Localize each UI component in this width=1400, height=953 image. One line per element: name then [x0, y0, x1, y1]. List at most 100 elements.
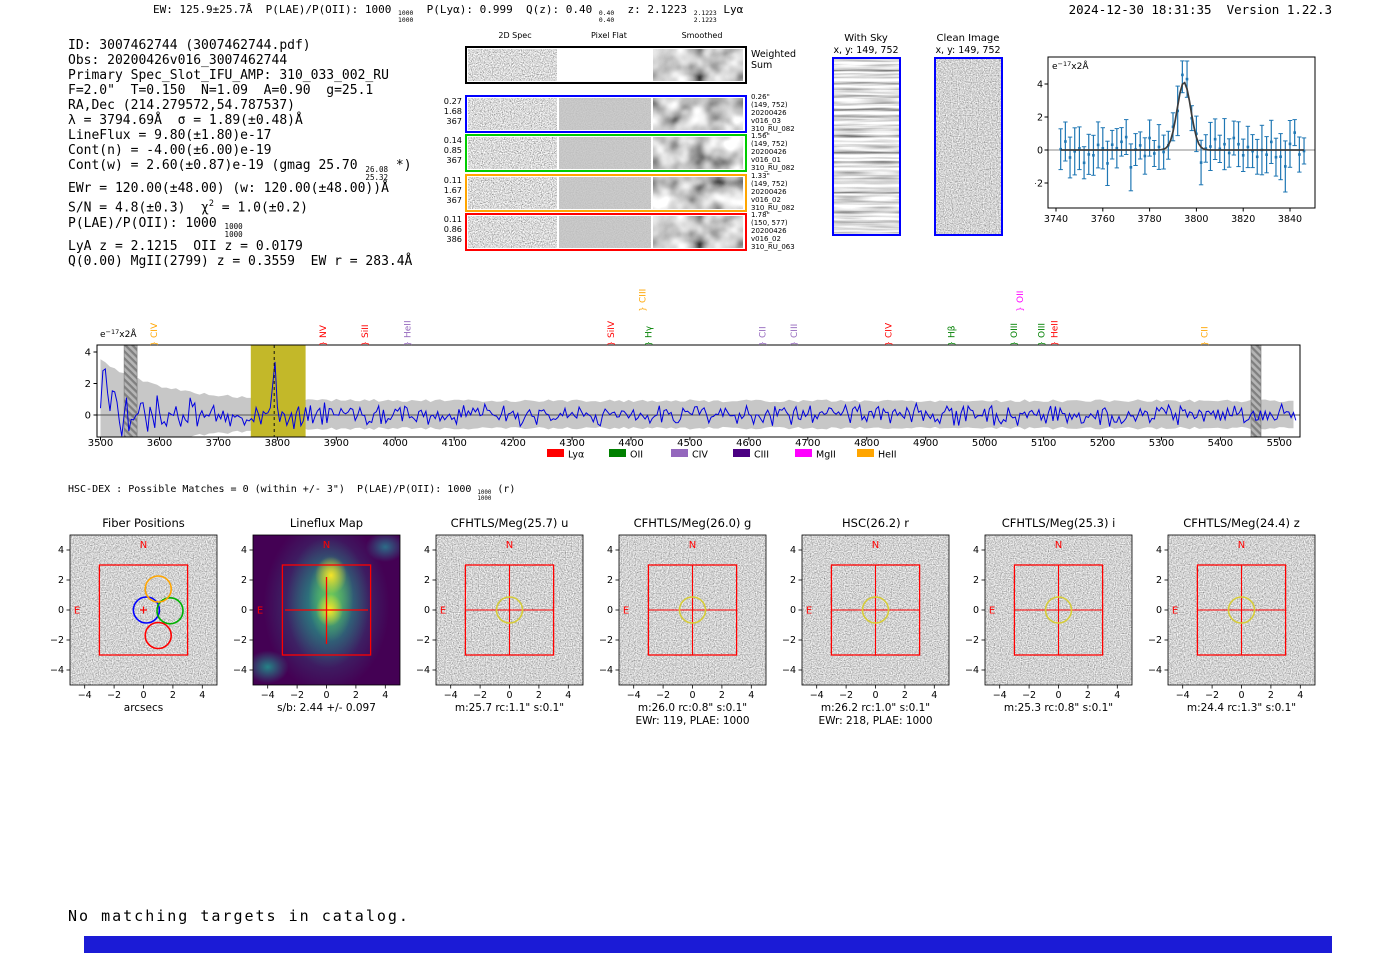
svg-text:SiIV: SiIV	[607, 320, 617, 338]
info-line: F=2.0" T=0.150 N=1.09 A=0.90 g=25.1	[68, 83, 374, 98]
cutout-panel-u: CFHTLS/Meg(25.7) u 4 2 0 −2 −4 −4 −2 0 2 4 N E m:25…	[414, 516, 605, 715]
spec2d-row-stats: 0.27 1.68 367	[443, 96, 462, 126]
svg-text:4: 4	[607, 545, 613, 556]
svg-text:5400: 5400	[1208, 438, 1233, 449]
noise-image	[653, 137, 743, 169]
svg-text:3780: 3780	[1138, 214, 1162, 225]
svg-text:−2: −2	[1035, 178, 1043, 189]
cutout-caption: s/b: 2.44 +/- 0.097	[277, 702, 376, 714]
svg-text:−2: −2	[1148, 635, 1162, 646]
cutout-title: CFHTLS/Meg(25.3) i	[1001, 516, 1116, 530]
spec2d-row	[465, 213, 747, 251]
cutout-panel-lineflux: Lineflux Map 4 2 0 −2 −4 −4 −2 0 2 4 N E s/b: 2.44 …	[231, 516, 422, 715]
info-line: RA,Dec (214.279572,54.787537)	[68, 98, 295, 113]
compass-east-label: E	[1172, 606, 1178, 617]
svg-text:SiII: SiII	[361, 324, 371, 338]
svg-text:2: 2	[1037, 112, 1043, 123]
svg-text:4300: 4300	[559, 438, 584, 449]
svg-text:0: 0	[140, 690, 146, 701]
svg-text:3700: 3700	[206, 438, 231, 449]
svg-text:4: 4	[241, 545, 247, 556]
clean-image-coords: x, y: 149, 752	[935, 45, 1001, 56]
spec2d-row-stats: 0.11 0.86 386	[443, 214, 462, 244]
svg-text:{: {	[948, 341, 957, 346]
cutout-panel-g: CFHTLS/Meg(26.0) g 4 2 0 −2 −4 −4 −2 0 2 4 N E m:26…	[597, 516, 788, 728]
info-line: Primary Spec_Slot_IFU_AMP: 310_033_002_R…	[68, 68, 389, 83]
svg-text:CIV: CIV	[150, 322, 160, 338]
svg-text:Lyα: Lyα	[568, 450, 584, 461]
svg-text:3740: 3740	[1044, 214, 1068, 225]
svg-text:0: 0	[1238, 690, 1244, 701]
svg-text:{: {	[404, 341, 413, 346]
svg-text:{: {	[645, 341, 654, 346]
svg-text:4: 4	[973, 545, 979, 556]
svg-text:2: 2	[424, 575, 430, 586]
spec2d-col-header: Pixel Flat	[591, 31, 627, 40]
svg-text:4: 4	[1156, 545, 1162, 556]
svg-text:−2: −2	[599, 635, 613, 646]
compass-north-label: N	[689, 540, 696, 551]
cutout-plot: 4 2 0 −2 −4 −4 −2 0 2 4 N E	[963, 532, 1154, 702]
svg-text:{: {	[885, 341, 894, 346]
svg-text:−4: −4	[261, 690, 275, 701]
svg-text:{: {	[1200, 341, 1209, 346]
cutout-plot: 4 2 0 −2 −4 −4 −2 0 2 4 N E	[48, 532, 239, 702]
svg-text:2: 2	[170, 690, 176, 701]
compass-east-label: E	[989, 606, 995, 617]
svg-text:HeII: HeII	[1051, 320, 1061, 338]
svg-text:2: 2	[790, 575, 796, 586]
svg-text:−2: −2	[50, 635, 64, 646]
compass-east-label: E	[74, 606, 80, 617]
svg-text:3760: 3760	[1091, 214, 1115, 225]
spec2d-row-stats: 0.11 1.67 367	[443, 175, 462, 205]
svg-text:−4: −4	[78, 690, 92, 701]
info-line: Q(0.00) MgII(2799) z = 0.3559 EW r = 283…	[68, 254, 413, 270]
svg-text:CII: CII	[758, 326, 768, 338]
info-line: Obs: 20200426v016_3007462744	[68, 53, 288, 68]
object-info-block: ID: 3007462744 (3007462744.pdf) Obs: 202…	[68, 38, 412, 269]
svg-text:0: 0	[1055, 690, 1061, 701]
cutout-panel-i: CFHTLS/Meg(25.3) i 4 2 0 −2 −4 −4 −2 0 2 4 N E m:25…	[963, 516, 1154, 715]
svg-text:0: 0	[872, 690, 878, 701]
svg-text:−2: −2	[416, 635, 430, 646]
svg-text:4200: 4200	[500, 438, 525, 449]
svg-text:OIII: OIII	[1038, 323, 1048, 338]
svg-text:4: 4	[58, 545, 64, 556]
compass-east-label: E	[623, 606, 629, 617]
svg-text:2: 2	[241, 575, 247, 586]
svg-text:0: 0	[790, 605, 796, 616]
svg-text:{: {	[1016, 306, 1025, 311]
compass-north-label: N	[872, 540, 879, 551]
svg-text:3500: 3500	[88, 438, 113, 449]
noise-image	[559, 177, 651, 209]
svg-text:2: 2	[58, 575, 64, 586]
svg-text:4400: 4400	[618, 438, 643, 449]
svg-text:−4: −4	[965, 665, 979, 676]
line-fit-inset-chart: 4 2 0 −2 3740 3760 3780 3800 3820 3840 e−17x2Å	[1029, 45, 1335, 239]
compass-east-label: E	[806, 606, 812, 617]
compass-north-label: N	[140, 540, 147, 551]
svg-text:2: 2	[1156, 575, 1162, 586]
svg-text:{: {	[1051, 341, 1060, 346]
svg-text:MgII: MgII	[816, 450, 836, 461]
svg-text:4: 4	[424, 545, 430, 556]
svg-text:3800: 3800	[1184, 214, 1208, 225]
svg-text:{: {	[607, 341, 616, 346]
svg-text:3900: 3900	[324, 438, 349, 449]
svg-text:−4: −4	[627, 690, 641, 701]
cutout-title: Fiber Positions	[102, 516, 185, 530]
svg-text:5300: 5300	[1149, 438, 1174, 449]
compass-north-label: N	[1238, 540, 1245, 551]
svg-text:CIII: CIII	[639, 289, 649, 303]
header-datetime-version: 2024-12-30 18:31:35 Version 1.22.3	[1068, 2, 1332, 17]
noise-image	[468, 216, 557, 248]
svg-text:0: 0	[1037, 145, 1043, 156]
full-spectrum-chart: 0 2 4 3500 3600 3700 3800 3900 4000 4100 4200 4300 4…	[85, 275, 1340, 474]
svg-text:0: 0	[323, 690, 329, 701]
stacked-fraction: 1000 1000	[398, 9, 414, 24]
svg-text:−4: −4	[50, 665, 64, 676]
cutout-caption: m:26.0 rc:0.8" s:0.1"	[637, 702, 748, 714]
cutout-caption: arcsecs	[123, 702, 164, 714]
cutout-panel-z: CFHTLS/Meg(24.4) z 4 2 0 −2 −4 −4 −2 0 2 4 N E m:24…	[1146, 516, 1337, 715]
